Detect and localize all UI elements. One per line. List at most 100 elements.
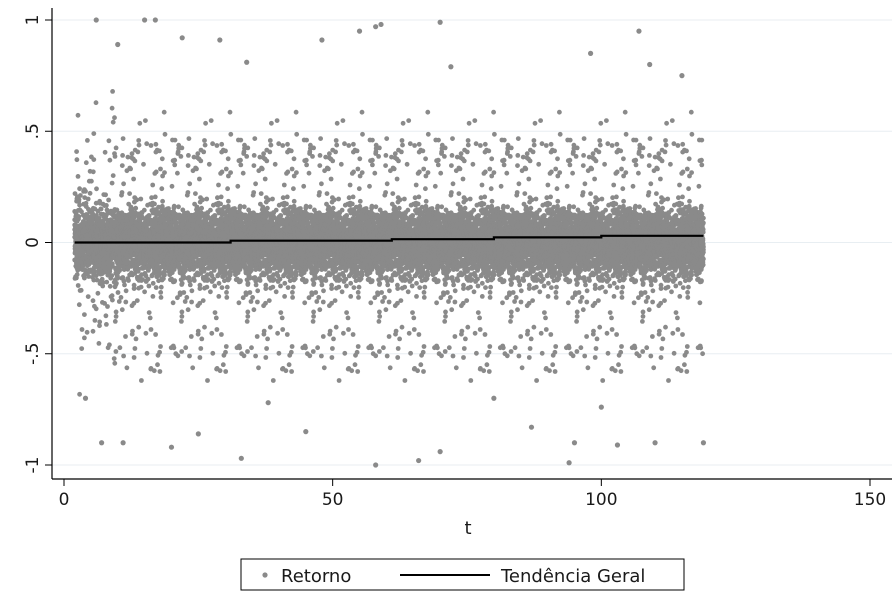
scatter-point	[179, 349, 185, 354]
scatter-point	[143, 330, 149, 336]
scatter-point	[107, 283, 113, 289]
scatter-point	[162, 272, 167, 278]
scatter-point	[74, 272, 80, 277]
scatter-point	[228, 170, 234, 176]
scatter-point	[82, 220, 88, 225]
scatter-point	[146, 283, 152, 289]
scatter-point	[131, 300, 137, 306]
scatter-point	[175, 353, 181, 359]
scatter-point	[141, 207, 147, 213]
scatter-point	[200, 298, 206, 303]
scatter-point	[281, 182, 287, 188]
scatter-point	[133, 205, 139, 211]
scatter-point	[186, 153, 191, 158]
scatter-point	[208, 207, 213, 213]
scatter-point	[289, 166, 295, 172]
scatter-point	[238, 137, 244, 143]
scatter-point	[175, 170, 180, 176]
scatter-point	[278, 283, 283, 289]
scatter-point	[289, 344, 295, 349]
scatter-point	[235, 183, 241, 189]
scatter-point	[169, 183, 175, 189]
scatter-point	[284, 332, 290, 337]
scatter-point	[129, 151, 135, 157]
scatter-point	[170, 300, 176, 306]
scatter-point	[254, 334, 260, 339]
scatter-point	[97, 323, 102, 329]
scatter-point	[104, 203, 109, 208]
scatter-point	[93, 200, 99, 206]
scatter-point	[225, 186, 231, 192]
scatter-point	[119, 163, 125, 169]
scatter-point	[204, 196, 210, 202]
scatter-point	[290, 290, 295, 295]
scatter-point	[85, 294, 91, 299]
scatter-point	[268, 142, 274, 148]
scatter-point	[117, 345, 123, 351]
scatter-point	[143, 118, 148, 123]
scatter-point	[150, 182, 156, 188]
scatter-point	[197, 286, 203, 291]
scatter-point	[247, 290, 253, 295]
scatter-point	[121, 181, 126, 187]
scatter-point	[228, 131, 234, 137]
scatter-point	[152, 201, 157, 207]
scatter-point	[238, 157, 243, 163]
scatter-point	[157, 369, 163, 374]
scatter-point	[171, 203, 177, 209]
scatter-point	[294, 272, 299, 278]
scatter-point	[199, 205, 205, 211]
scatter-point	[198, 346, 204, 351]
scatter-point	[87, 190, 93, 196]
scatter-point	[157, 349, 163, 355]
scatter-point	[248, 299, 254, 304]
scatter-point	[212, 213, 218, 219]
scatter-point	[223, 349, 228, 355]
scatter-point	[276, 350, 282, 356]
scatter-point	[105, 304, 110, 309]
scatter-point	[112, 319, 118, 324]
scatter-point	[98, 206, 104, 212]
scatter-point	[188, 334, 194, 339]
scatter-point	[205, 378, 210, 383]
scatter-point	[123, 334, 128, 339]
scatter-point	[117, 268, 122, 273]
scatter-point	[85, 138, 90, 143]
scatter-point	[280, 195, 286, 201]
scatter-point	[211, 276, 217, 282]
scatter-point	[158, 166, 163, 172]
scatter-point	[114, 280, 119, 286]
scatter-point	[111, 356, 117, 361]
scatter-point	[107, 342, 112, 348]
scatter-point	[95, 290, 101, 296]
scatter-point	[119, 190, 125, 195]
scatter-point	[110, 119, 116, 125]
scatter-point	[293, 109, 299, 115]
scatter-point	[142, 289, 148, 295]
scatter-point	[250, 295, 256, 300]
scatter-point	[291, 198, 297, 204]
scatter-point	[256, 365, 261, 371]
scatter-point	[103, 313, 109, 319]
scatter-point	[136, 324, 142, 330]
scatter-point	[214, 327, 220, 332]
scatter-point	[115, 290, 121, 295]
scatter-point	[274, 118, 280, 123]
scatter-point	[135, 149, 141, 155]
scatter-point	[189, 288, 195, 294]
scatter-point	[245, 349, 250, 354]
scatter-point	[259, 166, 265, 172]
scatter-point	[103, 192, 108, 198]
scatter-point	[200, 197, 206, 203]
scatter-point	[197, 355, 203, 360]
scatter-point	[119, 307, 125, 313]
scatter-point	[136, 138, 142, 143]
scatter-point	[265, 205, 270, 211]
scatter-point	[113, 349, 119, 354]
scatter-point	[238, 162, 244, 168]
scatter-point	[266, 197, 271, 203]
scatter-point	[285, 285, 291, 290]
scatter-point	[199, 336, 205, 342]
scatter-point	[223, 344, 229, 349]
